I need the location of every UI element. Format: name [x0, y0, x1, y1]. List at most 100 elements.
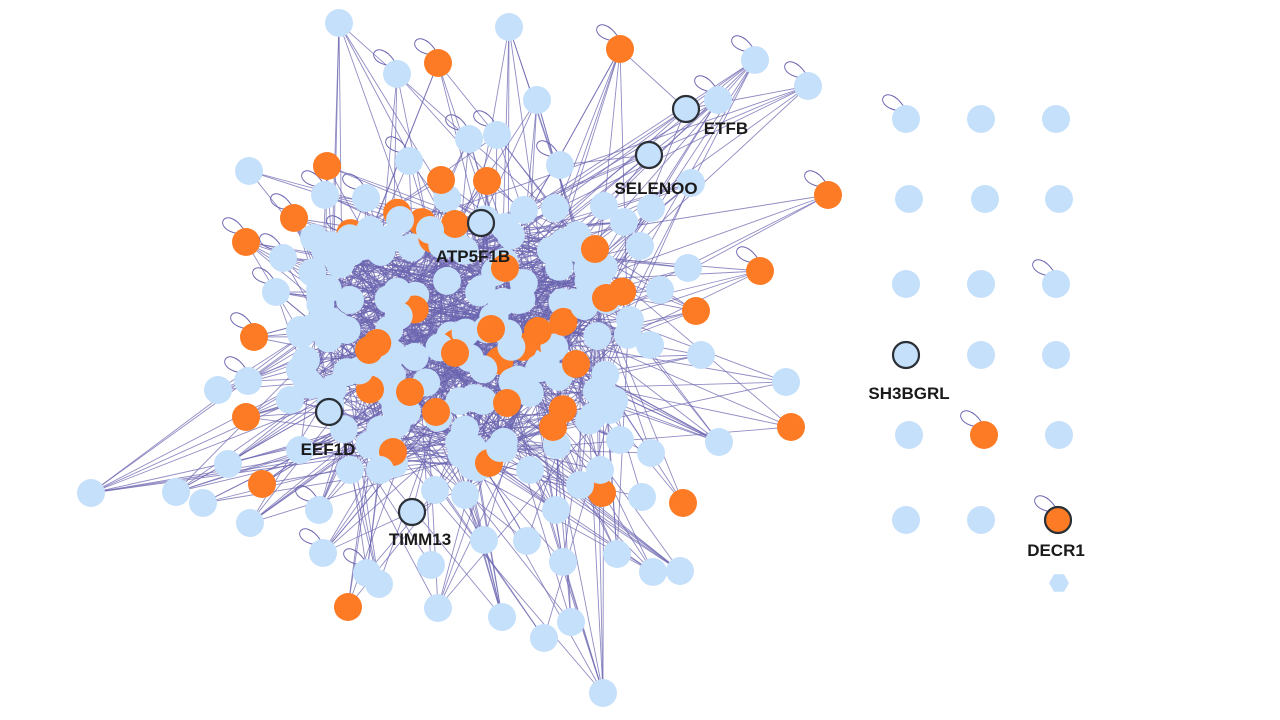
network-node[interactable]: [424, 49, 452, 77]
network-node[interactable]: [383, 60, 411, 88]
network-node[interactable]: [313, 152, 341, 180]
node-selenoo[interactable]: [634, 140, 664, 170]
network-node[interactable]: [628, 483, 656, 511]
network-node[interactable]: [352, 184, 380, 212]
network-node[interactable]: [235, 157, 263, 185]
network-node[interactable]: [682, 297, 710, 325]
isolated-node[interactable]: [967, 270, 995, 298]
network-node[interactable]: [545, 252, 574, 281]
network-node[interactable]: [486, 434, 514, 462]
network-node[interactable]: [516, 456, 544, 484]
network-node[interactable]: [495, 13, 523, 41]
network-node[interactable]: [276, 386, 304, 414]
network-node[interactable]: [510, 196, 538, 224]
network-node[interactable]: [542, 496, 570, 524]
network-node[interactable]: [814, 181, 842, 209]
network-node[interactable]: [240, 323, 268, 351]
network-node[interactable]: [468, 386, 497, 415]
network-node[interactable]: [355, 336, 383, 364]
node-eef1d[interactable]: [314, 397, 344, 427]
network-node[interactable]: [248, 470, 276, 498]
isolated-node[interactable]: [892, 506, 920, 534]
network-node[interactable]: [497, 332, 526, 361]
network-node[interactable]: [326, 246, 354, 274]
network-node[interactable]: [355, 430, 384, 459]
network-node[interactable]: [286, 356, 314, 384]
network-node[interactable]: [305, 496, 333, 524]
isolated-node[interactable]: [1042, 341, 1070, 369]
network-node[interactable]: [280, 204, 308, 232]
network-node[interactable]: [562, 350, 590, 378]
isolated-node[interactable]: [970, 421, 998, 449]
network-node[interactable]: [603, 540, 631, 568]
network-node[interactable]: [400, 342, 429, 371]
network-node[interactable]: [422, 398, 450, 426]
network-node[interactable]: [557, 608, 585, 636]
network-node[interactable]: [669, 489, 697, 517]
network-node[interactable]: [232, 403, 260, 431]
network-node[interactable]: [306, 276, 334, 304]
network-node[interactable]: [772, 368, 800, 396]
network-node[interactable]: [794, 72, 822, 100]
network-node[interactable]: [704, 86, 732, 114]
network-node[interactable]: [395, 147, 423, 175]
isolated-node[interactable]: [971, 185, 999, 213]
network-node[interactable]: [77, 479, 105, 507]
isolated-node[interactable]: [967, 341, 995, 369]
network-node[interactable]: [336, 286, 364, 314]
isolated-node[interactable]: [1042, 105, 1070, 133]
network-node[interactable]: [386, 206, 414, 234]
network-node[interactable]: [549, 307, 578, 336]
network-node[interactable]: [421, 476, 449, 504]
node-sh3bgrl[interactable]: [891, 340, 921, 370]
node-decr1[interactable]: [1043, 505, 1073, 535]
isolated-node[interactable]: [892, 105, 920, 133]
network-node[interactable]: [451, 415, 479, 444]
network-node[interactable]: [589, 679, 617, 707]
network-node[interactable]: [583, 322, 612, 351]
network-node[interactable]: [616, 306, 644, 334]
network-node[interactable]: [687, 341, 715, 369]
network-node[interactable]: [441, 339, 469, 367]
node-timm13[interactable]: [397, 497, 427, 527]
network-node[interactable]: [366, 456, 394, 484]
network-node[interactable]: [450, 236, 479, 265]
network-node[interactable]: [445, 387, 474, 416]
network-node[interactable]: [637, 439, 665, 467]
network-node[interactable]: [384, 301, 413, 330]
network-node[interactable]: [286, 316, 314, 344]
node-atp5f1b[interactable]: [466, 208, 496, 238]
network-node[interactable]: [504, 286, 533, 315]
network-node[interactable]: [365, 570, 393, 598]
network-node[interactable]: [234, 367, 262, 395]
network-node[interactable]: [336, 456, 364, 484]
network-node[interactable]: [311, 181, 339, 209]
network-node[interactable]: [546, 151, 574, 179]
isolated-node[interactable]: [1042, 270, 1070, 298]
network-node[interactable]: [286, 436, 314, 464]
network-node[interactable]: [416, 216, 444, 244]
network-node[interactable]: [424, 594, 452, 622]
network-node[interactable]: [746, 257, 774, 285]
network-node[interactable]: [592, 284, 620, 312]
node-etfb[interactable]: [671, 94, 701, 124]
network-node[interactable]: [214, 450, 242, 478]
network-node[interactable]: [666, 557, 694, 585]
network-node[interactable]: [455, 125, 483, 153]
network-node[interactable]: [477, 315, 505, 343]
isolated-node[interactable]: [895, 421, 923, 449]
network-node[interactable]: [606, 426, 634, 454]
network-node[interactable]: [588, 479, 616, 507]
network-node[interactable]: [433, 266, 461, 295]
network-node[interactable]: [741, 46, 769, 74]
network-node[interactable]: [417, 551, 445, 579]
network-node[interactable]: [637, 194, 665, 222]
network-node[interactable]: [189, 489, 217, 517]
network-node[interactable]: [570, 292, 599, 321]
network-node[interactable]: [493, 389, 521, 417]
network-node[interactable]: [646, 276, 674, 304]
network-node[interactable]: [539, 413, 567, 441]
network-node[interactable]: [383, 277, 412, 306]
isolated-node[interactable]: [1045, 421, 1073, 449]
isolated-node[interactable]: [967, 105, 995, 133]
